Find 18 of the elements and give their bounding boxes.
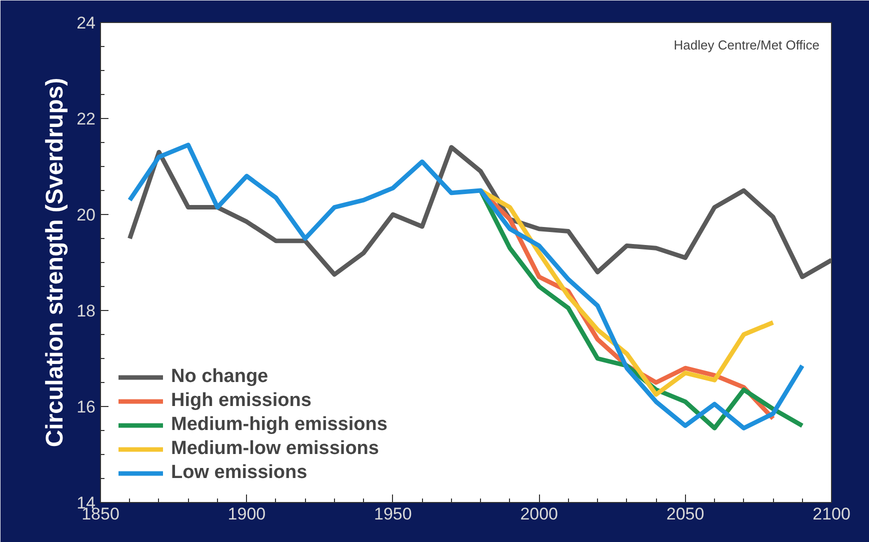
line-series: [127, 145, 832, 280]
x-tick-label: 2050: [666, 504, 704, 524]
y-axis-title: Circulation strength (Sverdrups): [42, 78, 69, 448]
y-tick-label: 20: [76, 206, 96, 224]
legend-label: Medium-high emissions: [171, 414, 388, 436]
x-tick-label: 2100: [812, 504, 850, 524]
x-tick-label: 2000: [520, 504, 558, 524]
legend-label: Medium-low emissions: [171, 438, 379, 460]
y-tick-label: 16: [76, 398, 96, 416]
annotation: Hadley Centre/Met Office: [674, 38, 820, 52]
legend-label: No change: [171, 366, 268, 388]
x-tick-label: 1950: [374, 504, 412, 524]
y-tick-label: 24: [76, 14, 96, 32]
x-tick-label: 1900: [228, 504, 266, 524]
legend-label: High emissions: [171, 390, 312, 412]
y-tick-label: 22: [76, 110, 96, 128]
y-tick-label: 18: [76, 302, 96, 320]
legend-label: Low emissions: [171, 462, 308, 484]
